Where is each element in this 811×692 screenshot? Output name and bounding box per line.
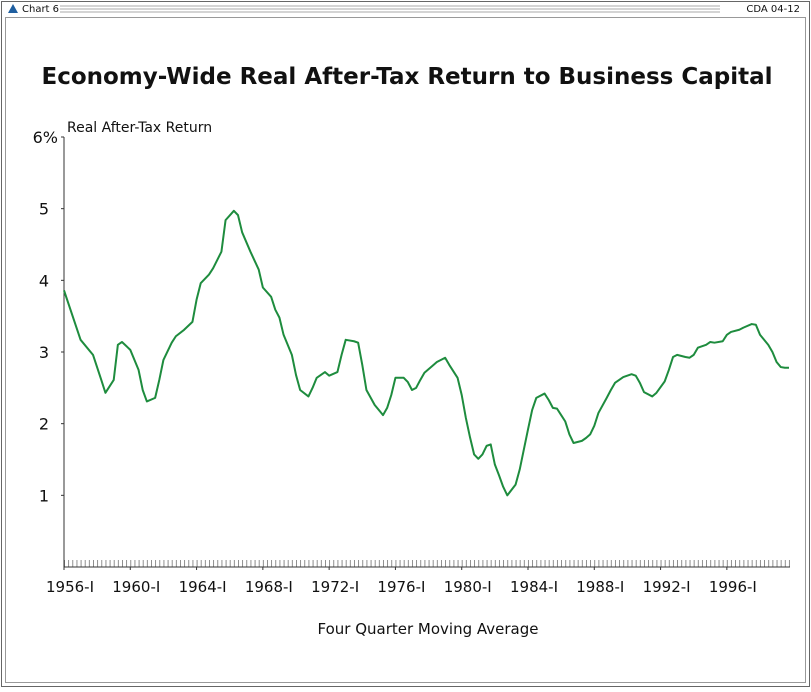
- y-tick-label: 3: [39, 343, 49, 362]
- header-left: Chart 6: [22, 4, 59, 15]
- x-tick-label: 1976-I: [377, 578, 425, 596]
- data-line: [63, 209, 789, 497]
- x-tick-label: 1972-I: [311, 578, 359, 596]
- x-tick-label: 1992-I: [643, 578, 691, 596]
- y-tick-label: 1: [39, 486, 49, 505]
- y-tick-label: 4: [39, 271, 49, 290]
- y-tick-label: 5: [39, 200, 49, 219]
- x-tick-label: 1968-I: [245, 578, 293, 596]
- y-tick-label: 6%: [33, 128, 58, 147]
- x-tick-label: 1964-I: [179, 578, 227, 596]
- quarter-ticks: [64, 560, 790, 567]
- x-tick-label: 1988-I: [576, 578, 624, 596]
- chart-title: Economy-Wide Real After-Tax Return to Bu…: [41, 64, 772, 90]
- y-axis-label: Real After-Tax Return: [67, 120, 212, 136]
- x-tick-label: 1980-I: [444, 578, 492, 596]
- x-tick-label: 1984-I: [510, 578, 558, 596]
- y-tick-label: 2: [39, 415, 49, 434]
- x-tick-label: 1956-I: [46, 578, 94, 596]
- logo-icon: [8, 4, 18, 13]
- x-tick-label: 1960-I: [112, 578, 160, 596]
- x-tick-label: 1996-I: [709, 578, 757, 596]
- header-right: CDA 04-12: [746, 4, 800, 15]
- inner-frame: [5, 17, 806, 683]
- note: Four Quarter Moving Average: [318, 620, 539, 638]
